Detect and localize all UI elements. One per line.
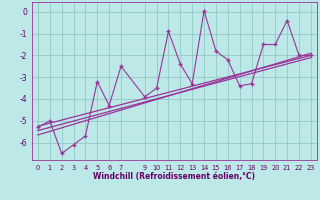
X-axis label: Windchill (Refroidissement éolien,°C): Windchill (Refroidissement éolien,°C)	[93, 172, 255, 181]
